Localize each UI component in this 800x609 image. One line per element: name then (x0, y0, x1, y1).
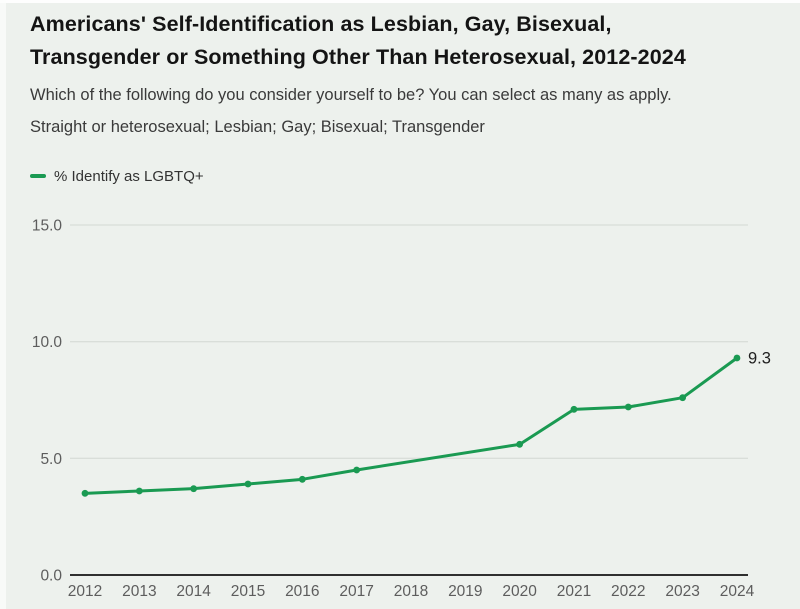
legend-line-swatch-icon (30, 174, 46, 178)
data-point (570, 405, 578, 413)
x-tick-label: 2024 (720, 583, 755, 600)
x-tick-label: 2019 (448, 583, 482, 600)
end-value-label: 9.3 (748, 350, 771, 368)
window-edge-left (0, 0, 6, 609)
chart-subtitle-options: Straight or heterosexual; Lesbian; Gay; … (30, 118, 485, 136)
x-tick-label: 2018 (394, 583, 428, 600)
data-point (244, 480, 252, 488)
data-point (135, 487, 143, 495)
x-tick-label: 2015 (231, 583, 265, 600)
x-tick-label: 2021 (557, 583, 591, 600)
data-point (679, 394, 687, 402)
data-point (298, 475, 306, 483)
data-point (81, 489, 89, 497)
chart-title: Americans' Self-Identification as Lesbia… (30, 8, 780, 74)
chart-title-line-1: Americans' Self-Identification as Lesbia… (30, 12, 612, 36)
y-tick-label: 5.0 (40, 451, 62, 468)
chart-subtitle-question: Which of the following do you consider y… (30, 86, 672, 104)
chart-title-line-2: Transgender or Something Other Than Hete… (30, 45, 686, 69)
data-point (516, 440, 524, 448)
data-line (83, 356, 739, 495)
line-chart: 15.0 10.0 5.0 0.0 2012 2013 2014 2015 2016 2017 20… (32, 218, 771, 601)
x-tick-label: 2020 (502, 583, 537, 600)
x-tick-label: 2014 (176, 583, 211, 600)
window-edge-top (0, 0, 800, 3)
legend-label: % Identify as LGBTQ+ (54, 167, 204, 185)
x-tick-label: 2022 (611, 583, 645, 600)
x-tick-label: 2017 (339, 583, 373, 600)
x-tick-label: 2023 (665, 583, 699, 600)
y-tick-label: 0.0 (40, 568, 62, 585)
data-point (353, 466, 361, 474)
data-point (733, 354, 741, 362)
data-point (624, 403, 632, 411)
legend: % Identify as LGBTQ+ (30, 167, 204, 185)
x-tick-label: 2013 (122, 583, 156, 600)
data-point (190, 485, 198, 493)
x-tick-label: 2012 (68, 583, 102, 600)
y-tick-label: 10.0 (32, 334, 63, 351)
x-tick-label: 2016 (285, 583, 319, 600)
y-tick-label: 15.0 (32, 218, 63, 235)
